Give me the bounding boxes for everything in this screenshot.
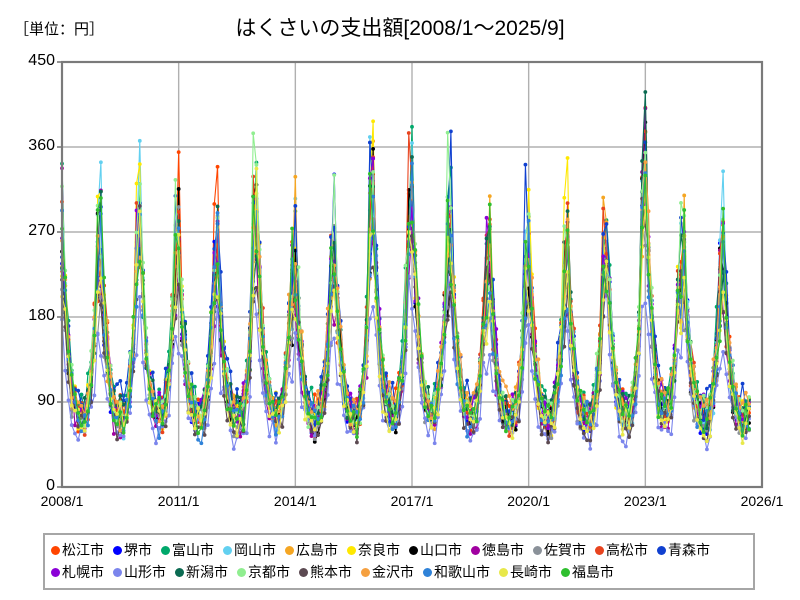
- legend-marker-icon: [51, 545, 60, 555]
- legend-label: 岡山市: [234, 542, 276, 558]
- legend-marker-icon: [361, 567, 370, 577]
- legend-label: 熊本市: [310, 564, 352, 580]
- chart-title: はくさいの支出額[2008/1〜2025/9]: [235, 17, 565, 40]
- legend-item-奈良市[interactable]: 奈良市: [347, 543, 400, 557]
- x-axis-tick-label: 2014/1: [273, 493, 317, 509]
- legend-label: 徳島市: [482, 542, 524, 558]
- legend-label: 札幌市: [62, 564, 104, 580]
- legend-marker-icon: [237, 567, 246, 577]
- x-axis-tick-label: 2008/1: [40, 493, 84, 509]
- legend-marker-icon: [299, 567, 308, 577]
- x-axis-tick-label: 2026/1: [740, 493, 784, 509]
- plot-border: [60, 60, 764, 489]
- legend-label: 和歌山市: [434, 564, 490, 580]
- legend-row-1: 松江市 堺市 富山市 岡山市 広島市 奈良市 山口市 徳島市 佐賀市 高松市 青森市: [51, 539, 747, 561]
- legend-label: 新潟市: [186, 564, 228, 580]
- tick-marks: [57, 61, 62, 488]
- legend-marker-icon: [409, 545, 418, 555]
- legend-row-2: 札幌市 山形市 新潟市 京都市 熊本市 金沢市 和歌山市 長崎市 福島市: [51, 561, 747, 583]
- legend-label: 京都市: [248, 564, 290, 580]
- legend-item-福島市[interactable]: 福島市: [561, 565, 614, 579]
- x-axis-tick-label: 2023/1: [623, 493, 667, 509]
- legend-item-広島市[interactable]: 広島市: [285, 543, 338, 557]
- legend-item-富山市[interactable]: 富山市: [161, 543, 214, 557]
- legend-item-熊本市[interactable]: 熊本市: [299, 565, 352, 579]
- legend-item-長崎市[interactable]: 長崎市: [499, 565, 552, 579]
- legend-item-青森市[interactable]: 青森市: [657, 543, 710, 557]
- y-axis-tick-label: 180: [28, 307, 55, 324]
- legend-marker-icon: [51, 567, 60, 577]
- chart-plot-area: 450 360 270 180 90 0 2008/1 2011/1 2014/1 2017/1 2…: [28, 52, 784, 509]
- legend-item-新潟市[interactable]: 新潟市: [175, 565, 228, 579]
- legend-item-山口市[interactable]: 山口市: [409, 543, 462, 557]
- legend-marker-icon: [471, 545, 480, 555]
- x-axis-tick-label: 2017/1: [390, 493, 434, 509]
- legend-label: 山形市: [124, 564, 166, 580]
- series-20: [60, 171, 751, 439]
- legend-item-堺市[interactable]: 堺市: [113, 543, 152, 557]
- y-axis-tick-label: 360: [28, 137, 55, 154]
- legend-item-松江市[interactable]: 松江市: [51, 543, 104, 557]
- y-axis-tick-label: 270: [28, 222, 55, 239]
- legend-label: 高松市: [606, 542, 648, 558]
- legend-item-岡山市[interactable]: 岡山市: [223, 543, 276, 557]
- legend-marker-icon: [113, 567, 122, 577]
- legend-marker-icon: [561, 567, 570, 577]
- y-axis-tick-label: 90: [37, 392, 55, 409]
- y-axis-tick-label: 450: [28, 52, 55, 69]
- legend-label: 広島市: [296, 542, 338, 558]
- legend-marker-icon: [423, 567, 432, 577]
- x-axis-tick-label: 2011/1: [157, 493, 200, 509]
- legend-marker-icon: [595, 545, 604, 555]
- legend-item-札幌市[interactable]: 札幌市: [51, 565, 104, 579]
- chart-legend: 松江市 堺市 富山市 岡山市 広島市 奈良市 山口市 徳島市 佐賀市 高松市 青森市 札幌市 山形市 新…: [43, 533, 755, 590]
- legend-item-山形市[interactable]: 山形市: [113, 565, 166, 579]
- legend-label: 佐賀市: [544, 542, 586, 558]
- legend-item-佐賀市[interactable]: 佐賀市: [533, 543, 586, 557]
- x-axis-tick-label: 2020/1: [507, 493, 551, 509]
- legend-label: 青森市: [668, 542, 710, 558]
- legend-marker-icon: [223, 545, 232, 555]
- y-axis-tick-label: 0: [46, 477, 55, 494]
- series-group: [60, 90, 751, 452]
- legend-marker-icon: [113, 545, 122, 555]
- legend-label: 長崎市: [510, 564, 552, 580]
- legend-label: 松江市: [62, 542, 104, 558]
- legend-label: 奈良市: [358, 542, 400, 558]
- legend-marker-icon: [347, 545, 356, 555]
- legend-marker-icon: [533, 545, 542, 555]
- legend-label: 金沢市: [372, 564, 414, 580]
- legend-marker-icon: [499, 567, 508, 577]
- legend-label: 山口市: [420, 542, 462, 558]
- legend-marker-icon: [161, 545, 170, 555]
- chart-svg: [57, 60, 764, 489]
- legend-item-高松市[interactable]: 高松市: [595, 543, 648, 557]
- legend-item-徳島市[interactable]: 徳島市: [471, 543, 524, 557]
- legend-item-和歌山市[interactable]: 和歌山市: [423, 565, 490, 579]
- legend-label: 富山市: [172, 542, 214, 558]
- legend-marker-icon: [657, 545, 666, 555]
- legend-item-金沢市[interactable]: 金沢市: [361, 565, 414, 579]
- legend-label: 堺市: [124, 542, 152, 558]
- legend-marker-icon: [285, 545, 294, 555]
- legend-marker-icon: [175, 567, 184, 577]
- legend-item-京都市[interactable]: 京都市: [237, 565, 290, 579]
- unit-label: ［単位：円］: [14, 21, 105, 38]
- legend-label: 福島市: [572, 564, 614, 580]
